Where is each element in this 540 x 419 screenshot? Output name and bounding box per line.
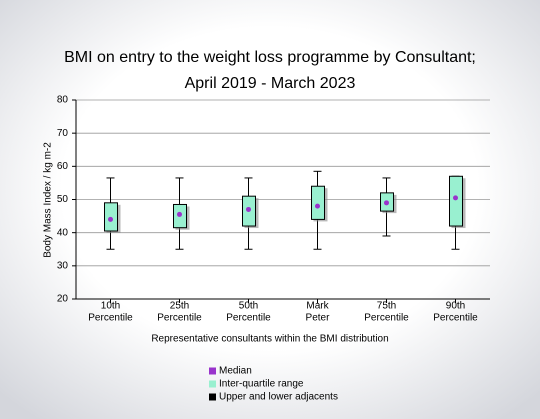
legend-label: Upper and lower adjacents bbox=[219, 392, 338, 403]
x-tick-label: 10th bbox=[101, 301, 120, 312]
y-axis-label: Body Mass Index / kg m-2 bbox=[43, 142, 54, 258]
x-tick-label: Percentile bbox=[157, 313, 202, 324]
median bbox=[384, 200, 389, 206]
box bbox=[449, 175, 463, 227]
x-tick-label: 25th bbox=[170, 301, 189, 312]
legend-label: Inter-quartile range bbox=[219, 379, 304, 390]
x-tick-label: 75th bbox=[377, 301, 396, 312]
chart-title: April 2019 - March 2023 bbox=[185, 75, 356, 92]
y-tick-label: 20 bbox=[57, 294, 69, 305]
median bbox=[108, 216, 113, 222]
legend-swatch bbox=[209, 380, 216, 388]
median bbox=[177, 211, 182, 217]
chart-title: BMI on entry to the weight loss programm… bbox=[64, 49, 476, 66]
legend-swatch bbox=[209, 367, 216, 375]
x-tick-label: 50th bbox=[239, 301, 258, 312]
median bbox=[246, 206, 251, 212]
y-tick-label: 30 bbox=[57, 260, 69, 271]
median bbox=[315, 203, 320, 209]
x-tick-label: Percentile bbox=[88, 313, 133, 324]
y-tick-label: 60 bbox=[57, 161, 69, 172]
y-tick-label: 80 bbox=[57, 95, 69, 106]
box bbox=[104, 202, 118, 232]
x-tick-label: Mark bbox=[306, 301, 329, 312]
x-tick-label: Percentile bbox=[364, 313, 409, 324]
x-tick-label: Percentile bbox=[433, 313, 478, 324]
y-tick-label: 40 bbox=[57, 227, 69, 238]
x-tick-label: Percentile bbox=[226, 313, 271, 324]
y-tick-label: 50 bbox=[57, 194, 69, 205]
legend-swatch bbox=[209, 393, 216, 401]
legend-label: Median bbox=[219, 366, 252, 377]
x-tick-label: Peter bbox=[306, 313, 331, 324]
median bbox=[453, 195, 458, 201]
x-tick-label: 90th bbox=[446, 301, 465, 312]
x-axis-label: Representative consultants within the BM… bbox=[151, 334, 388, 345]
y-tick-label: 70 bbox=[57, 128, 69, 139]
box bbox=[311, 185, 325, 220]
